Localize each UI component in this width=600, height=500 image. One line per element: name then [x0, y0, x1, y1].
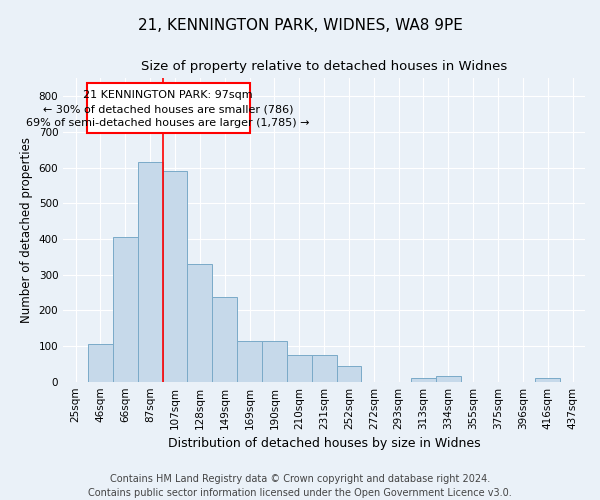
Bar	[262, 340, 287, 382]
Bar	[187, 264, 212, 382]
Bar	[237, 340, 262, 382]
X-axis label: Distribution of detached houses by size in Widnes: Distribution of detached houses by size …	[168, 437, 481, 450]
Bar	[337, 366, 361, 382]
Text: 69% of semi-detached houses are larger (1,785) →: 69% of semi-detached houses are larger (…	[26, 118, 310, 128]
Text: Contains HM Land Registry data © Crown copyright and database right 2024.
Contai: Contains HM Land Registry data © Crown c…	[88, 474, 512, 498]
Title: Size of property relative to detached houses in Widnes: Size of property relative to detached ho…	[141, 60, 507, 73]
Bar	[88, 344, 113, 382]
Text: ← 30% of detached houses are smaller (786): ← 30% of detached houses are smaller (78…	[43, 104, 293, 114]
Text: 21, KENNINGTON PARK, WIDNES, WA8 9PE: 21, KENNINGTON PARK, WIDNES, WA8 9PE	[137, 18, 463, 32]
Bar	[212, 297, 237, 382]
Bar	[163, 171, 187, 382]
Bar	[311, 355, 337, 382]
Bar	[287, 355, 311, 382]
Bar	[436, 376, 461, 382]
Bar	[138, 162, 163, 382]
Bar	[411, 378, 436, 382]
Bar	[87, 82, 250, 132]
Text: 21 KENNINGTON PARK: 97sqm: 21 KENNINGTON PARK: 97sqm	[83, 90, 253, 101]
Y-axis label: Number of detached properties: Number of detached properties	[20, 137, 33, 323]
Bar	[535, 378, 560, 382]
Bar	[113, 237, 138, 382]
